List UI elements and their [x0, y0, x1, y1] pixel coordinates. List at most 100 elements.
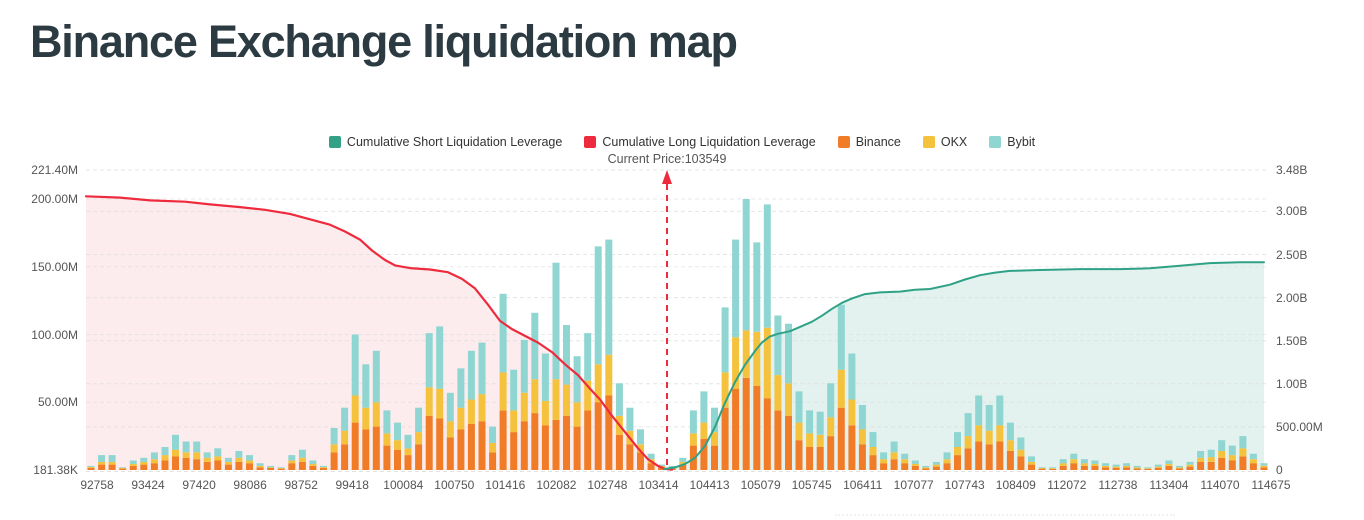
bar-stack[interactable]: [954, 432, 961, 470]
bar-stack[interactable]: [351, 334, 359, 471]
bar-stack[interactable]: [182, 441, 190, 471]
bar-stack[interactable]: [520, 339, 528, 470]
bar-stack[interactable]: [1059, 459, 1067, 470]
bar-stack[interactable]: [785, 323, 792, 470]
bar-stack[interactable]: [246, 455, 253, 470]
bar-stack[interactable]: [996, 395, 1004, 471]
bar-stack[interactable]: [425, 333, 433, 470]
bar-stack[interactable]: [1239, 436, 1247, 470]
bar-stack[interactable]: [985, 405, 993, 470]
bar-stack[interactable]: [827, 383, 835, 470]
bar-stack[interactable]: [763, 204, 771, 470]
bar-stack[interactable]: [721, 307, 729, 470]
legend-item-okx[interactable]: OKX: [922, 135, 967, 149]
bar-stack[interactable]: [267, 465, 275, 470]
bar-stack[interactable]: [869, 432, 877, 470]
bar-stack[interactable]: [922, 465, 930, 470]
bar-stack[interactable]: [372, 350, 380, 470]
bar-stack[interactable]: [711, 407, 718, 470]
bar-stack[interactable]: [541, 353, 549, 471]
bar-stack[interactable]: [1144, 467, 1152, 470]
bar-stack[interactable]: [446, 392, 454, 470]
legend-item-bybit[interactable]: Bybit: [989, 135, 1035, 149]
bar-stack[interactable]: [150, 452, 158, 470]
bar-stack[interactable]: [1186, 461, 1194, 470]
bar-stack[interactable]: [203, 452, 211, 470]
bar-stack[interactable]: [975, 395, 983, 471]
bar-stack[interactable]: [806, 410, 814, 470]
bar-stack[interactable]: [700, 391, 708, 470]
bar-stack[interactable]: [1133, 465, 1141, 470]
bar-stack[interactable]: [415, 407, 423, 470]
bar-stack[interactable]: [87, 465, 95, 470]
bar-stack[interactable]: [489, 426, 497, 470]
bar-stack[interactable]: [288, 455, 296, 470]
bar-stack[interactable]: [1228, 445, 1236, 470]
bar-stack[interactable]: [837, 304, 845, 470]
bar-stack[interactable]: [594, 246, 602, 470]
bar-stack[interactable]: [161, 447, 169, 470]
legend-item-cumulative-short-liquidation-leverage[interactable]: Cumulative Short Liquidation Leverage: [328, 135, 562, 149]
bar-stack[interactable]: [193, 441, 201, 471]
bar-stack[interactable]: [277, 467, 285, 470]
bar-stack[interactable]: [172, 434, 179, 470]
bar-stack[interactable]: [911, 460, 919, 471]
bar-stack[interactable]: [108, 455, 116, 470]
bar-stack[interactable]: [816, 411, 824, 470]
bar-stack[interactable]: [256, 463, 264, 470]
bar-stack[interactable]: [330, 428, 338, 470]
bar-stack[interactable]: [1038, 467, 1046, 470]
bar-stack[interactable]: [679, 457, 687, 470]
bar-stack[interactable]: [1123, 463, 1131, 470]
legend-item-cumulative-long-liquidation-leverage[interactable]: Cumulative Long Liquidation Leverage: [584, 135, 816, 149]
bar-stack[interactable]: [499, 293, 507, 470]
bar-stack[interactable]: [1017, 437, 1025, 471]
bar-stack[interactable]: [478, 342, 486, 470]
bar-stack[interactable]: [880, 452, 888, 470]
bar-stack[interactable]: [932, 461, 940, 470]
bar-stack[interactable]: [552, 262, 560, 470]
bar-stack[interactable]: [298, 449, 306, 470]
bar-stack[interactable]: [1260, 463, 1268, 470]
bar-stack[interactable]: [901, 453, 909, 470]
bar-stack[interactable]: [383, 410, 391, 470]
bar-stack[interactable]: [531, 312, 539, 470]
bar-stack[interactable]: [309, 460, 317, 471]
bar-stack[interactable]: [394, 422, 401, 470]
bar-stack[interactable]: [214, 448, 222, 470]
bar-stack[interactable]: [1218, 440, 1226, 470]
bar-stack[interactable]: [1154, 464, 1162, 470]
bar-stack[interactable]: [848, 353, 856, 471]
bar-stack[interactable]: [1006, 422, 1014, 470]
bar-stack[interactable]: [943, 452, 951, 470]
bar-stack[interactable]: [753, 242, 761, 470]
legend-item-binance[interactable]: Binance: [837, 135, 901, 149]
bar-stack[interactable]: [98, 455, 106, 470]
bar-stack[interactable]: [795, 391, 803, 470]
bar-stack[interactable]: [1249, 453, 1257, 470]
bar-stack[interactable]: [404, 434, 412, 470]
bar-stack[interactable]: [119, 467, 127, 470]
bar-stack[interactable]: [637, 429, 644, 470]
bar-stack[interactable]: [1102, 463, 1109, 470]
bar-stack[interactable]: [1165, 460, 1173, 471]
bar-stack[interactable]: [1207, 449, 1215, 470]
bar-stack[interactable]: [362, 364, 370, 470]
bar-stack[interactable]: [563, 325, 570, 470]
bar-stack[interactable]: [1028, 456, 1035, 470]
bar-stack[interactable]: [1070, 453, 1078, 470]
bar-stack[interactable]: [436, 326, 444, 470]
bar-stack[interactable]: [224, 457, 232, 470]
bar-stack[interactable]: [1049, 467, 1057, 470]
bar-stack[interactable]: [129, 460, 137, 471]
bar-stack[interactable]: [510, 369, 518, 470]
bar-stack[interactable]: [605, 239, 613, 470]
bar-stack[interactable]: [457, 368, 465, 470]
bar-stack[interactable]: [890, 441, 898, 471]
bar-stack[interactable]: [1112, 464, 1120, 470]
bar-stack[interactable]: [1176, 465, 1183, 470]
bar-stack[interactable]: [235, 451, 243, 470]
bar-stack[interactable]: [320, 465, 327, 470]
bar-stack[interactable]: [467, 350, 475, 470]
bar-stack[interactable]: [341, 407, 349, 470]
